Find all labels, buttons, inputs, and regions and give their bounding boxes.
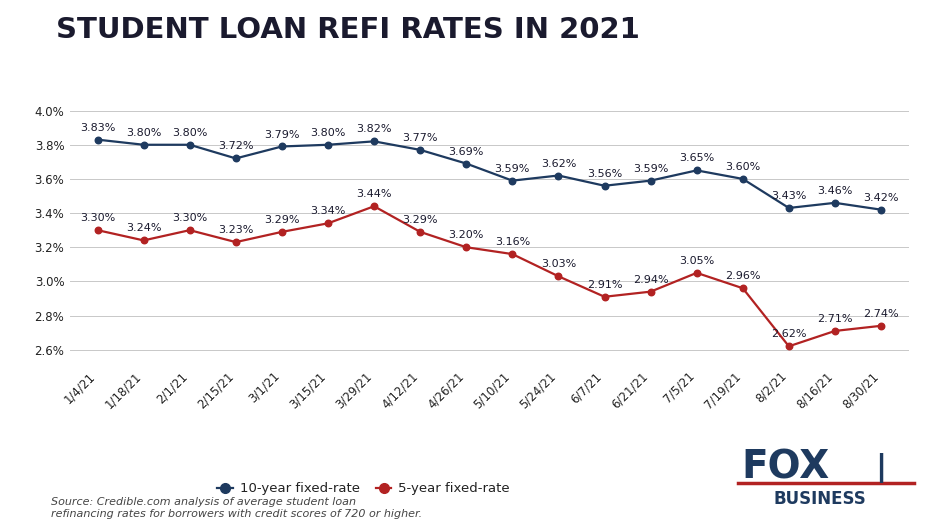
Point	[366, 202, 381, 211]
Point	[459, 159, 473, 168]
Point	[643, 288, 658, 296]
Point	[551, 272, 566, 280]
Point	[690, 269, 705, 277]
Text: STUDENT LOAN REFI RATES IN 2021: STUDENT LOAN REFI RATES IN 2021	[56, 16, 639, 43]
Point	[597, 181, 612, 190]
Text: 3.03%: 3.03%	[541, 259, 576, 269]
Point	[597, 292, 612, 301]
Text: 3.44%: 3.44%	[356, 189, 391, 199]
Point	[873, 322, 888, 330]
Text: 2.74%: 2.74%	[863, 309, 898, 319]
Text: 3.80%: 3.80%	[172, 128, 208, 138]
Text: 3.62%: 3.62%	[541, 159, 576, 169]
Text: 3.23%: 3.23%	[218, 225, 254, 235]
Text: 2.71%: 2.71%	[817, 314, 853, 324]
Text: 3.16%: 3.16%	[495, 237, 530, 247]
Point	[183, 140, 198, 149]
Text: 2.94%: 2.94%	[633, 275, 668, 285]
Legend: 10-year fixed-rate, 5-year fixed-rate: 10-year fixed-rate, 5-year fixed-rate	[212, 477, 514, 500]
Point	[228, 154, 243, 162]
Point	[274, 227, 289, 236]
Text: 3.30%: 3.30%	[80, 213, 116, 223]
Text: 2.96%: 2.96%	[725, 271, 761, 281]
Text: Source: Credible.com analysis of average student loan
refinancing rates for borr: Source: Credible.com analysis of average…	[51, 497, 422, 519]
Point	[136, 140, 151, 149]
Point	[690, 166, 705, 174]
Point	[366, 137, 381, 146]
Text: 3.42%: 3.42%	[863, 193, 898, 203]
Text: 3.24%: 3.24%	[126, 223, 161, 234]
Point	[828, 327, 843, 335]
Text: 3.43%: 3.43%	[771, 191, 806, 201]
Point	[735, 174, 750, 183]
Point	[781, 342, 796, 351]
Text: 3.59%: 3.59%	[633, 163, 668, 173]
Point	[873, 205, 888, 214]
Point	[735, 284, 750, 292]
Text: 3.60%: 3.60%	[725, 162, 761, 172]
Text: 3.80%: 3.80%	[126, 128, 161, 138]
Point	[321, 140, 336, 149]
Point	[90, 226, 105, 234]
Point	[828, 199, 843, 207]
Point	[643, 177, 658, 185]
Point	[551, 171, 566, 180]
Point	[274, 143, 289, 151]
Text: 3.59%: 3.59%	[495, 163, 530, 173]
Text: 3.72%: 3.72%	[218, 141, 254, 151]
Text: 3.30%: 3.30%	[172, 213, 207, 223]
Point	[321, 219, 336, 227]
Point	[505, 177, 520, 185]
Point	[459, 243, 473, 252]
Text: 3.69%: 3.69%	[448, 147, 484, 157]
Point	[90, 135, 105, 144]
Text: 3.82%: 3.82%	[356, 124, 391, 134]
Text: 3.83%: 3.83%	[80, 123, 116, 133]
Text: 3.79%: 3.79%	[264, 129, 300, 139]
Point	[136, 236, 151, 245]
Text: 3.56%: 3.56%	[587, 169, 623, 179]
Text: 3.80%: 3.80%	[310, 128, 346, 138]
Text: 3.29%: 3.29%	[403, 215, 438, 225]
Text: FOX: FOX	[742, 449, 830, 487]
Text: 3.65%: 3.65%	[679, 154, 714, 163]
Text: 3.05%: 3.05%	[679, 256, 714, 266]
Text: 3.77%: 3.77%	[403, 133, 438, 143]
Point	[505, 250, 520, 258]
Text: 3.34%: 3.34%	[310, 206, 346, 216]
Point	[183, 226, 198, 234]
Text: 2.62%: 2.62%	[771, 330, 806, 340]
Point	[228, 238, 243, 246]
Text: BUSINESS: BUSINESS	[774, 490, 867, 508]
Text: 3.46%: 3.46%	[817, 186, 853, 196]
Text: 3.29%: 3.29%	[264, 215, 300, 225]
Point	[413, 227, 428, 236]
Point	[413, 146, 428, 154]
Point	[781, 204, 796, 212]
Text: 3.20%: 3.20%	[448, 230, 484, 241]
Text: |: |	[875, 453, 886, 483]
Text: 2.91%: 2.91%	[587, 280, 623, 290]
